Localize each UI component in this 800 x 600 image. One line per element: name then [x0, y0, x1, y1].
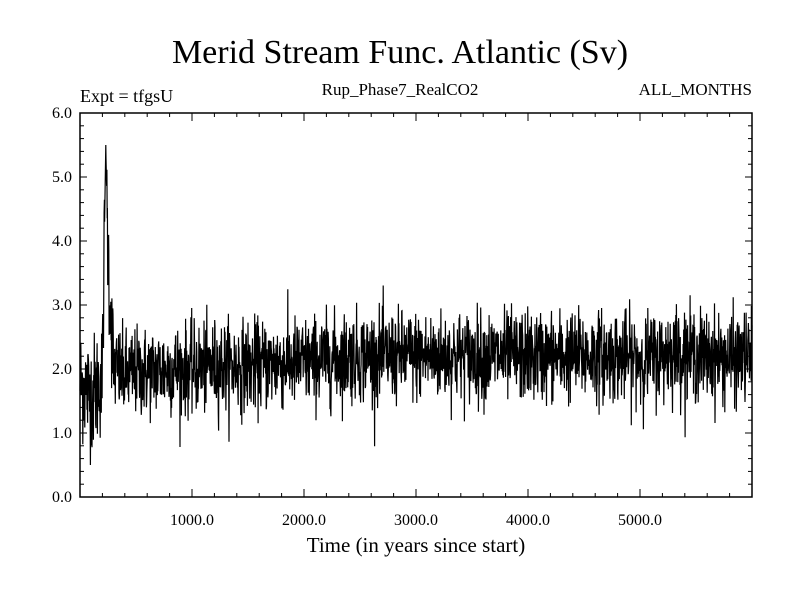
- y-tick-label: 4.0: [52, 233, 72, 250]
- experiment-label: Expt = tfgsU: [80, 86, 174, 106]
- y-tick-label: 1.0: [52, 425, 72, 442]
- chart-title: Merid Stream Func. Atlantic (Sv): [171, 34, 629, 71]
- x-tick-label: 5000.0: [618, 512, 662, 529]
- y-tick-label: 3.0: [52, 297, 72, 314]
- x-axis-label: Time (in years since start): [306, 533, 526, 557]
- months-label: ALL_MONTHS: [638, 80, 752, 99]
- plot-frame: [79, 112, 753, 498]
- ticks-layer: 0.0 1.0 2.0 3.0 4.0 5.0 6.0 1000.0 2000.0 3000.0 4…: [52, 105, 752, 529]
- y-tick-label: 5.0: [52, 169, 72, 186]
- y-tick-label: 6.0: [52, 105, 72, 122]
- x-tick-label: 1000.0: [170, 512, 214, 529]
- y-tick-label: 0.0: [52, 489, 72, 506]
- y-tick-label: 2.0: [52, 361, 72, 378]
- series-layer: [79, 144, 753, 466]
- run-label: Rup_Phase7_RealCO2: [321, 80, 479, 99]
- x-tick-label: 3000.0: [394, 512, 438, 529]
- x-tick-label: 2000.0: [282, 512, 326, 529]
- x-tick-label: 4000.0: [506, 512, 550, 529]
- series-line: [79, 144, 753, 466]
